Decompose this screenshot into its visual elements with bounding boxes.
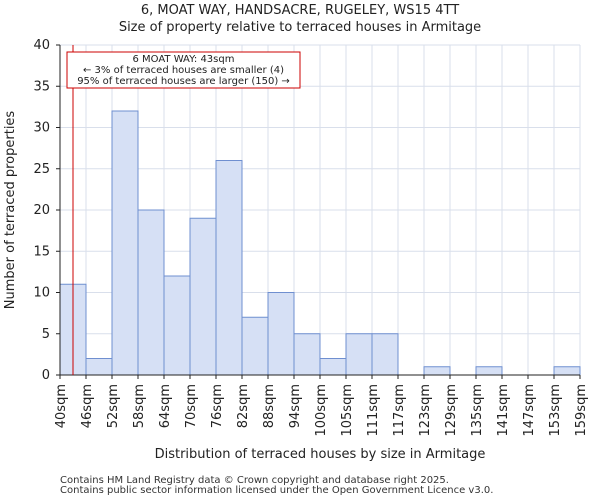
bar (267, 292, 295, 376)
x-tick-label: 100sqm (314, 384, 329, 437)
y-tick-label: 20 (33, 203, 50, 218)
annotation-text: 95% of terraced houses are larger (150) … (77, 76, 290, 87)
bar (371, 333, 399, 376)
bar (111, 110, 139, 376)
x-tick-label: 58sqm (132, 384, 147, 428)
x-tick-label: 135sqm (470, 384, 485, 437)
axes-layer (56, 44, 581, 379)
bar (137, 209, 165, 376)
x-tick-label: 129sqm (444, 384, 459, 437)
x-tick-label: 94sqm (288, 384, 303, 428)
bars-layer (59, 110, 581, 376)
bar (215, 160, 243, 376)
annotation-box (66, 51, 301, 89)
x-tick-label: 82sqm (236, 384, 251, 428)
x-tick-label: 141sqm (496, 384, 511, 437)
bar (241, 316, 269, 376)
bar (345, 333, 373, 376)
x-tick-label: 64sqm (158, 384, 173, 428)
annotation-text: ← 3% of terraced houses are smaller (4) (83, 65, 284, 76)
x-axis-title: Distribution of terraced houses by size … (155, 447, 486, 462)
chart-title-line-1: 6, MOAT WAY, HANDSACRE, RUGELEY, WS15 4T… (140, 3, 460, 18)
y-tick-label: 15 (33, 244, 50, 259)
y-tick-label: 0 (42, 368, 50, 383)
x-tick-label: 40sqm (54, 384, 69, 428)
bar (293, 333, 321, 376)
label-layer: 0 5 10 15 20 25 30 35 40 40sqm 46sqm 52sqm 58sqm 64sq… (3, 38, 589, 462)
x-tick-label: 76sqm (210, 384, 225, 428)
x-tick-label: 147sqm (522, 384, 537, 437)
bar (553, 366, 581, 376)
marker-layer: 6 MOAT WAY: 43sqm← 3% of terraced houses… (66, 45, 301, 375)
x-tick-label: 88sqm (262, 384, 277, 428)
y-tick-label: 30 (33, 121, 50, 136)
footer-copyright: Contains HM Land Registry data © Crown c… (60, 475, 449, 486)
x-tick-label: 52sqm (106, 384, 121, 428)
bar (475, 366, 503, 376)
chart-title-line-2: Size of property relative to terraced ho… (118, 20, 482, 35)
y-tick-label: 35 (33, 79, 50, 94)
x-tick-label: 111sqm (366, 384, 381, 437)
bar (319, 358, 347, 376)
x-tick-label: 46sqm (80, 384, 95, 428)
x-tick-label: 159sqm (574, 384, 589, 437)
bar (163, 275, 191, 376)
y-tick-label: 40 (33, 38, 50, 53)
annotation-text: 6 MOAT WAY: 43sqm (133, 54, 235, 65)
x-tick-label: 123sqm (418, 384, 433, 437)
x-tick-label: 117sqm (392, 384, 407, 437)
x-tick-label: 153sqm (548, 384, 563, 437)
y-tick-label: 10 (33, 286, 50, 301)
bar (189, 217, 217, 376)
y-tick-label: 25 (33, 162, 50, 177)
bar (423, 366, 451, 376)
x-tick-label: 70sqm (184, 384, 199, 428)
footer-licence: Contains public sector information licen… (60, 485, 494, 496)
y-tick-label: 5 (42, 327, 50, 342)
x-tick-label: 105sqm (340, 384, 355, 437)
bar (85, 358, 113, 376)
y-axis-title: Number of terraced properties (3, 111, 18, 310)
